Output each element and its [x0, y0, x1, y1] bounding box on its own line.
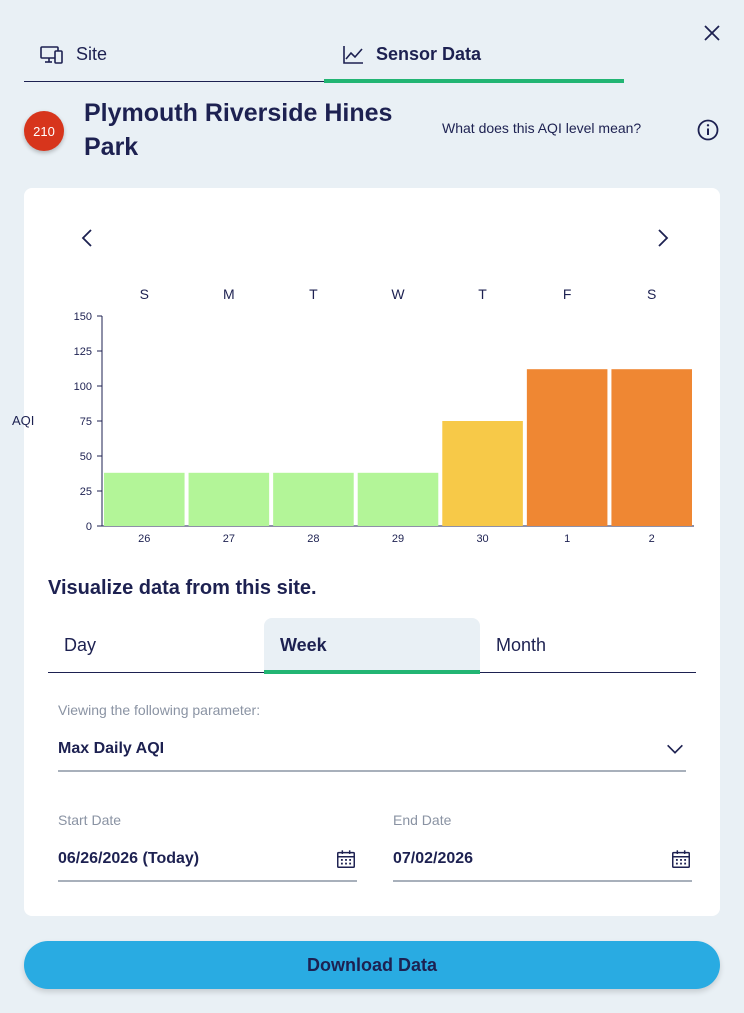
aqi-help-link[interactable]: What does this AQI level mean?: [442, 120, 642, 136]
period-tabs: Day Week Month: [48, 618, 696, 674]
devices-icon: [40, 45, 63, 64]
day-initial-label: S: [647, 286, 656, 302]
x-tick-label: 30: [476, 533, 488, 545]
x-tick-label: 26: [138, 533, 150, 545]
bar: [611, 369, 692, 526]
bar: [526, 369, 608, 526]
day-initial-label: M: [223, 286, 235, 302]
close-icon[interactable]: [700, 21, 724, 45]
sensor-card: 0 25 50 75 100 125 150 AQI S 26 M 27 T 28 W 29 T 30 F 1 S 2 V…: [12, 188, 720, 916]
tab-sensor-data[interactable]: Sensor Data: [342, 28, 481, 81]
x-tick-label: 28: [307, 533, 319, 545]
bar: [273, 472, 354, 526]
top-tabs: Site Sensor Data: [24, 28, 624, 83]
tab-sensor-data-label: Sensor Data: [376, 44, 482, 64]
y-tick-label: 25: [80, 486, 92, 498]
active-tab-indicator: [324, 79, 624, 83]
bar: [357, 472, 439, 526]
day-initial-label: T: [478, 286, 487, 302]
bar: [104, 472, 185, 526]
end-date-label: End Date: [393, 812, 452, 828]
y-tick-label: 125: [74, 346, 92, 358]
chevron-right-icon[interactable]: [650, 226, 674, 250]
parameter-label: Viewing the following parameter:: [58, 702, 261, 718]
y-tick-label: 150: [74, 311, 92, 323]
info-icon[interactable]: [696, 118, 720, 142]
day-initial-label: S: [140, 286, 149, 302]
calendar-icon: [672, 850, 690, 868]
start-date-value: 06/26/2026 (Today): [58, 850, 200, 867]
y-axis-label: AQI: [12, 413, 34, 428]
y-tick-label: 75: [80, 416, 92, 428]
x-tick-label: 27: [223, 533, 235, 545]
parameter-select[interactable]: Max Daily AQI: [58, 728, 686, 772]
bar: [188, 472, 270, 526]
tab-day[interactable]: Day: [64, 634, 97, 655]
end-date-value: 07/02/2026: [393, 850, 474, 867]
y-tick-label: 100: [74, 381, 92, 393]
site-header: 210 Plymouth Riverside Hines Park What d…: [24, 96, 724, 176]
y-tick-label: 50: [80, 451, 92, 463]
x-tick-label: 2: [649, 533, 655, 545]
y-tick-label: 0: [86, 521, 92, 533]
day-initial-label: W: [391, 286, 405, 302]
tab-week[interactable]: Week: [264, 618, 480, 674]
calendar-icon: [337, 850, 355, 868]
tab-month[interactable]: Month: [496, 634, 547, 655]
start-date-field[interactable]: 06/26/2026 (Today): [58, 838, 357, 882]
x-tick-label: 29: [392, 533, 404, 545]
day-initial-label: T: [309, 286, 318, 302]
download-data-button[interactable]: Download Data: [24, 941, 720, 989]
tab-site[interactable]: Site: [40, 28, 107, 81]
visualize-title: Visualize data from this site.: [48, 577, 317, 599]
parameter-value: Max Daily AQI: [58, 740, 165, 757]
day-initial-label: F: [563, 286, 572, 302]
x-tick-label: 1: [564, 533, 570, 545]
aqi-bar-chart: 0 25 50 75 100 125 150 AQI S 26 M 27 T 28 W 29 T 30 F 1 S 2: [12, 286, 694, 545]
bar: [442, 421, 523, 526]
chevron-left-icon[interactable]: [76, 226, 100, 250]
aqi-badge: 210: [24, 111, 64, 151]
line-chart-icon: [343, 45, 363, 64]
site-name: Plymouth Riverside Hines Park: [84, 99, 393, 161]
end-date-field[interactable]: 07/02/2026: [393, 838, 692, 882]
chevron-down-icon: [667, 744, 683, 754]
start-date-label: Start Date: [58, 812, 122, 828]
tab-site-label: Site: [76, 44, 108, 64]
